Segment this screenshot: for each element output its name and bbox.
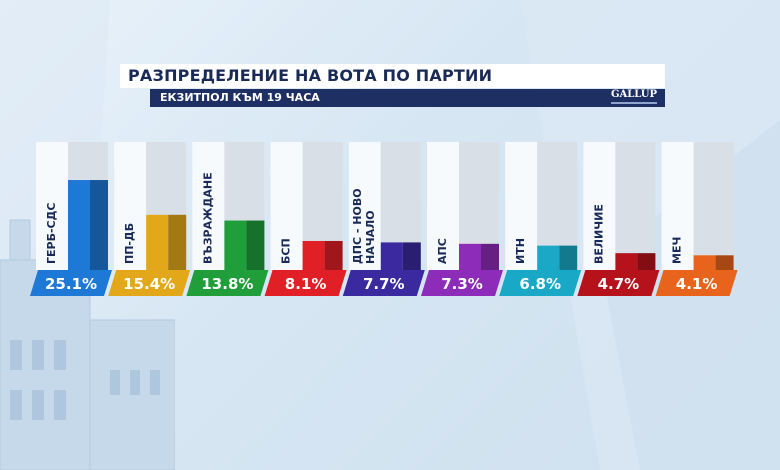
bar-side [559, 245, 578, 270]
subtitle-text: ЕКЗИТПОЛ КЪМ 19 ЧАСА [160, 91, 320, 104]
category-label-line: ПП-ДБ [123, 223, 136, 264]
bar-side [637, 253, 656, 270]
value-label: 13.8% [201, 275, 253, 293]
value-box [577, 270, 660, 296]
bar [537, 245, 560, 270]
value-label: 6.8% [519, 275, 561, 293]
bar [380, 242, 403, 270]
bar-label-column [427, 142, 459, 270]
category-label: ИТН [514, 238, 527, 264]
bar-label-column [583, 142, 616, 270]
bar [459, 243, 481, 270]
bar-track [615, 142, 656, 270]
value-box [30, 270, 112, 296]
building-illustration [0, 219, 175, 470]
bar-side [90, 180, 108, 270]
category-label: МЕЧ [671, 237, 684, 264]
category-label: ПП-ДБ [123, 223, 136, 264]
category-label-line: БСП [280, 238, 293, 264]
category-label-line: ДПС - НОВО [351, 188, 364, 264]
gallup-logo: GALLUP [610, 89, 657, 104]
bar-label-column [348, 142, 381, 270]
category-label-line: ВЕЛИЧИЕ [592, 204, 605, 264]
category-label-line: ИТН [514, 238, 527, 264]
value-label: 8.1% [285, 275, 327, 293]
bar [302, 240, 325, 270]
bar-label-column [661, 142, 694, 270]
value-box [499, 270, 582, 296]
bar-side [324, 240, 343, 270]
bar-label-column [270, 142, 303, 270]
category-label: БСП [280, 238, 293, 264]
bar [615, 253, 638, 270]
bar-side [246, 220, 265, 270]
bar-track [693, 142, 734, 270]
category-label: ГЕРБ-СДС [45, 203, 58, 264]
category-label-line: НАЧАЛО [364, 210, 377, 264]
chart-subtitle: ЕКЗИТПОЛ КЪМ 19 ЧАСА GALLUP [150, 89, 665, 107]
chart-title: РАЗПРЕДЕЛЕНИЕ НА ВОТА ПО ПАРТИИ [120, 64, 665, 88]
value-label: 15.4% [123, 275, 175, 293]
value-box [186, 270, 269, 296]
category-label: АПС [436, 238, 449, 264]
bar-label-column [192, 142, 225, 270]
bar-side [168, 214, 187, 270]
value-label: 4.7% [598, 275, 640, 293]
value-box [655, 270, 738, 296]
bar [146, 214, 169, 270]
value-box [421, 270, 503, 296]
bar [693, 255, 716, 270]
value-label: 25.1% [45, 275, 97, 293]
bar [68, 180, 90, 270]
value-box [108, 270, 191, 296]
value-label: 4.1% [676, 275, 718, 293]
value-label: 7.3% [441, 275, 483, 293]
bar-side [402, 242, 421, 270]
category-label: ДПС - НОВОНАЧАЛО [351, 188, 377, 264]
category-label-line: АПС [436, 238, 449, 264]
bar-side [715, 255, 734, 270]
logo-text: GALLUP [610, 89, 657, 100]
bar-label-column [36, 142, 68, 270]
category-label-line: ВЪЗРАЖДАНЕ [201, 172, 214, 264]
bar [224, 220, 247, 270]
category-label: ВЪЗРАЖДАНЕ [201, 172, 214, 264]
category-label: ВЕЛИЧИЕ [592, 204, 605, 264]
bar-label-column [505, 142, 538, 270]
category-label-line: МЕЧ [671, 237, 684, 264]
value-label: 7.7% [363, 275, 405, 293]
bar-label-column [114, 142, 147, 270]
category-label-line: ГЕРБ-СДС [45, 203, 58, 264]
value-box [264, 270, 347, 296]
value-box [342, 270, 425, 296]
bar-side [481, 243, 499, 270]
